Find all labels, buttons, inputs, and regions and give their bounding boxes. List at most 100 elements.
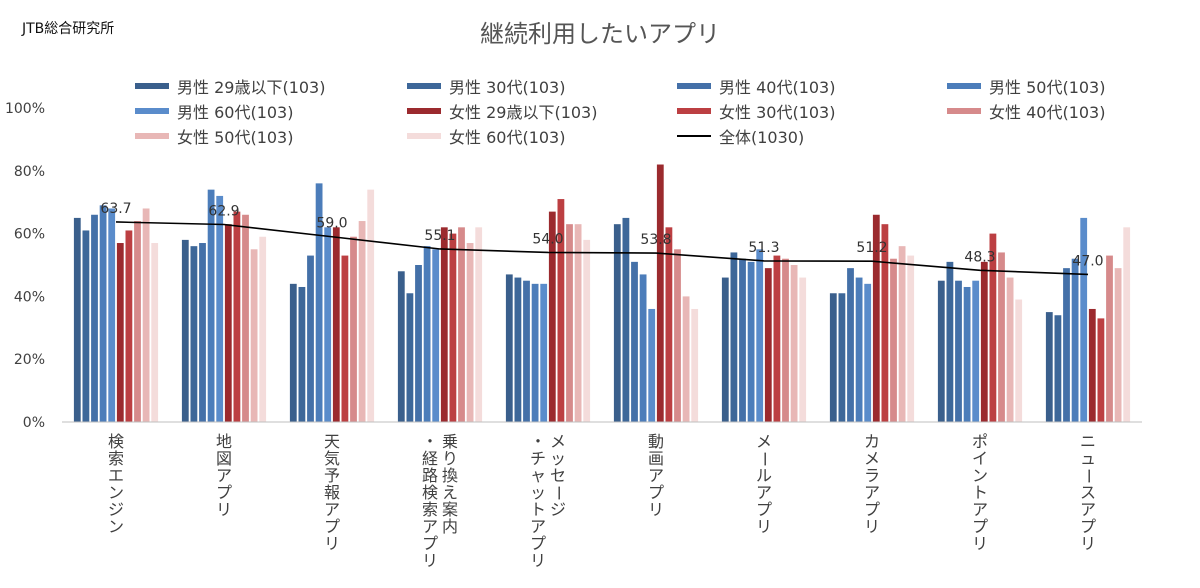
bar	[358, 221, 366, 422]
legend-item: 男性 50代(103)	[947, 74, 1105, 98]
x-tick-char: 路	[422, 466, 438, 485]
legend-item: 男性 60代(103)	[135, 99, 293, 123]
x-tick-char: ア	[1080, 500, 1096, 519]
legend-item: 女性 30代(103)	[677, 99, 835, 123]
bar	[224, 224, 232, 422]
bar	[665, 227, 673, 422]
bar	[847, 268, 854, 422]
line-data-label: 51.3	[748, 240, 779, 256]
x-tick-char: ー	[755, 451, 774, 467]
x-tick-char: ジ	[550, 500, 566, 519]
line-data-label: 54.0	[532, 231, 563, 247]
x-tick-char: 予	[324, 466, 340, 485]
x-tick-char: ア	[648, 466, 664, 485]
x-tick-char: ッ	[530, 483, 546, 502]
x-tick-char: ア	[530, 517, 546, 536]
bar	[881, 224, 889, 422]
x-tick-char: ャ	[530, 466, 546, 485]
x-tick-char: 気	[324, 449, 340, 468]
bar	[682, 296, 690, 422]
legend-swatch	[947, 108, 981, 114]
x-tick-char: 報	[324, 483, 340, 502]
x-tick-char: 索	[422, 500, 438, 519]
x-tick-char: ポ	[972, 432, 988, 451]
x-tick-char: ア	[972, 500, 988, 519]
y-tick-label: 80%	[14, 164, 45, 180]
line-data-label: 53.8	[640, 232, 671, 248]
x-tick-char: プ	[422, 534, 438, 553]
bar	[955, 280, 962, 422]
line-data-label: 51.2	[856, 240, 887, 256]
bar	[656, 164, 664, 422]
bar	[1123, 227, 1131, 422]
bar	[1088, 308, 1096, 422]
legend-swatch	[407, 133, 441, 139]
bar	[423, 246, 431, 422]
bar	[829, 293, 837, 422]
bar	[1045, 312, 1053, 422]
legend-swatch	[407, 108, 441, 114]
brand-label: JTB総合研究所	[22, 21, 115, 37]
legend-label: 女性 50代(103)	[177, 128, 294, 147]
bar	[864, 283, 872, 422]
bar	[207, 189, 215, 422]
bar	[691, 308, 699, 422]
bar	[907, 255, 915, 422]
x-tick-char: 図	[216, 449, 232, 468]
legend-swatch	[135, 108, 169, 114]
bar	[242, 214, 249, 422]
x-tick-char: ・	[530, 432, 546, 451]
bar	[190, 246, 198, 422]
bar	[151, 243, 159, 422]
x-tick-char: リ	[216, 500, 232, 519]
bar	[764, 268, 772, 422]
x-tick-char: リ	[1080, 534, 1096, 553]
x-tick-char: ジ	[108, 500, 124, 519]
legend-label: 男性 50代(103)	[989, 78, 1106, 97]
x-tick-char: プ	[216, 483, 232, 502]
bar	[1114, 268, 1122, 422]
legend-label: 女性 29歳以下(103)	[449, 103, 598, 122]
bar	[747, 261, 755, 422]
bar	[406, 293, 414, 422]
bar	[838, 293, 846, 422]
bar	[350, 236, 357, 422]
legend-label: 女性 40代(103)	[989, 103, 1106, 122]
x-tick-char: ア	[422, 517, 438, 536]
x-tick-char: 乗	[442, 432, 458, 451]
bar	[116, 243, 124, 422]
bar	[298, 286, 306, 422]
x-tick-char: プ	[864, 500, 880, 519]
bar	[367, 189, 375, 422]
x-tick-char: 換	[442, 466, 458, 485]
legend-swatch	[947, 83, 981, 89]
bar	[324, 227, 332, 422]
bar	[739, 258, 746, 422]
line-data-label: 48.3	[964, 249, 995, 265]
x-tick-char: 内	[442, 517, 458, 536]
bar	[307, 255, 314, 422]
chart-title: 継続利用したいアプリ	[480, 20, 720, 48]
bar	[250, 249, 258, 422]
x-tick-char: 索	[108, 449, 124, 468]
legend-label: 女性 30代(103)	[719, 103, 836, 122]
bar	[523, 280, 530, 422]
x-tick-char: ア	[324, 500, 340, 519]
x-tick-char: 検	[422, 483, 438, 502]
x-tick-char: カ	[864, 432, 880, 451]
x-tick-char: ト	[972, 483, 988, 502]
x-tick-char: リ	[756, 517, 772, 536]
bar	[82, 230, 90, 422]
line-data-label: 47.0	[1072, 253, 1103, 269]
x-tick-char: ッ	[550, 449, 566, 468]
bar	[199, 243, 206, 422]
x-tick-char: リ	[648, 500, 664, 519]
x-tick-char: ア	[756, 483, 772, 502]
legend-item: 男性 30代(103)	[407, 74, 565, 98]
legend-item: 女性 29歳以下(103)	[407, 99, 597, 123]
bar	[505, 274, 513, 422]
